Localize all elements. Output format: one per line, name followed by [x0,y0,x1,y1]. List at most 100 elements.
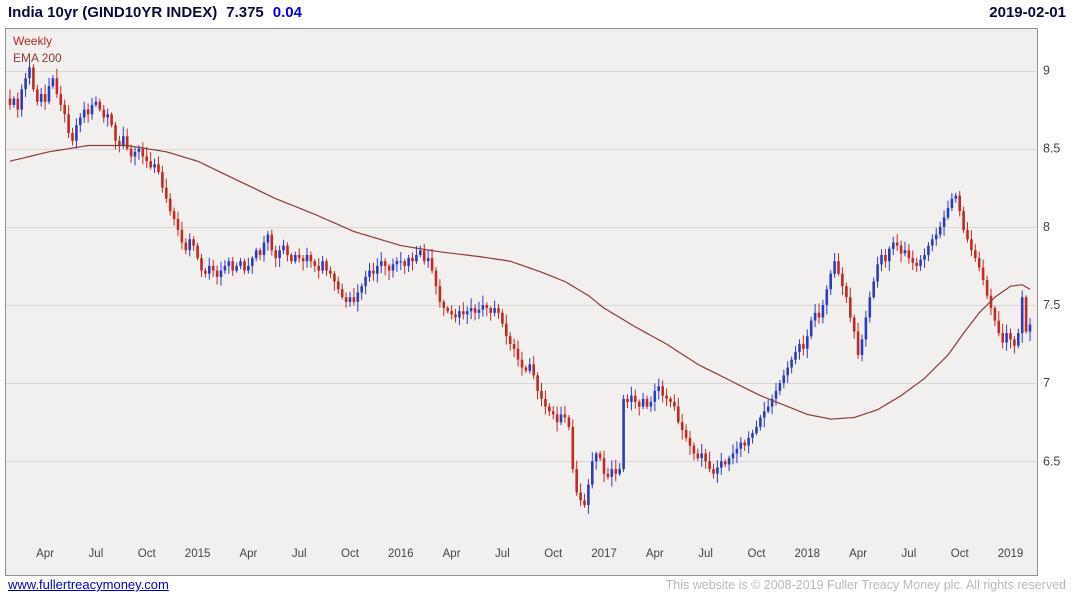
candle-body [809,320,813,337]
candle-body [67,114,70,134]
candle-body [997,320,1001,334]
candle-body [172,211,176,219]
candle-body [895,242,899,246]
candle-body [786,367,789,376]
candle-body [946,208,950,218]
candle-body [286,245,289,255]
chart-header: India 10yr (GIND10YR INDEX) 7.375 0.04 201… [8,4,1066,21]
candle-body [911,258,915,263]
candle-body [720,461,723,468]
candle-body [1005,333,1008,343]
candle-body [751,433,754,438]
candle-body [227,261,231,266]
x-axis-label: Apr [239,548,257,560]
candle-body [512,344,516,349]
candle-body [102,109,106,118]
candle-body [712,469,715,474]
candle-body [462,311,465,315]
y-axis-label: 6.5 [1043,454,1060,468]
candle-body [927,245,930,255]
candle-body [958,195,961,212]
candle-body [16,98,20,110]
candle-body [411,258,414,262]
candle-body [856,331,860,355]
candle-body [876,264,879,282]
candle-body [716,467,719,474]
candle-body [356,292,360,302]
candle-body [137,148,141,152]
candle-body [278,250,281,259]
candle-body [727,458,731,465]
candle-body [168,198,172,212]
chart-legend: Weekly EMA 200 [13,33,62,67]
candle-body [942,217,946,227]
candle-body [626,398,629,402]
candle-body [98,101,102,110]
website-link[interactable]: www.fullertreacymoney.com [8,577,169,592]
candle-body [579,492,582,501]
candle-body [700,453,703,459]
candle-body [813,312,817,321]
candle-body [309,255,313,262]
candle-body [614,469,618,474]
candle-body [325,261,328,271]
candle-body [923,255,926,260]
x-axis-label: 2015 [185,548,211,560]
candle-body [469,308,473,312]
candle-body [422,250,426,262]
candle-body [677,406,680,423]
candle-body [821,305,825,318]
candle-body [270,234,274,251]
candle-body [110,114,113,126]
candle-body [321,261,324,271]
candle-body [899,245,903,254]
candle-body [94,101,98,105]
candle-body [692,445,696,454]
candle-body [196,245,199,259]
ema-line [9,144,1031,420]
candle-body [704,453,707,462]
candle-body [528,364,532,371]
candle-body [364,276,367,287]
candle-body [661,386,664,396]
candle-body [352,297,356,302]
candle-body [680,422,684,430]
candle-body [114,125,117,141]
candle-body [892,242,895,249]
candle-body [520,359,524,368]
candle-body [1020,297,1024,334]
candle-body [407,258,410,266]
candle-body [75,125,78,141]
candle-body [708,461,711,470]
candle-body [223,265,227,271]
candle-body [684,430,688,438]
candle-body [485,305,489,309]
last-price: 7.375 [226,4,264,21]
candle-body [161,172,164,188]
candle-body [55,78,59,94]
candle-body [548,406,551,412]
candle-body [770,398,774,407]
copyright-text: This website is © 2008-2019 Fuller Treac… [665,578,1066,592]
candle-body [551,411,555,415]
candle-body [426,258,430,262]
candle-body [665,395,668,399]
candle-body [47,86,51,102]
candle-body [247,265,250,271]
candle-body [931,239,934,246]
candle-body [176,219,180,230]
x-axis-label: 2019 [998,548,1024,560]
candle-body [208,265,211,274]
candle-body [653,390,657,402]
candle-body [266,234,270,243]
x-axis-label: Apr [443,548,461,560]
candle-body [907,250,911,259]
candle-body [329,270,332,274]
candle-body [133,151,137,157]
candle-body [149,161,152,168]
candle-body [634,395,637,402]
candle-body [524,367,528,371]
candle-body [489,308,492,313]
candle-body [239,261,242,266]
